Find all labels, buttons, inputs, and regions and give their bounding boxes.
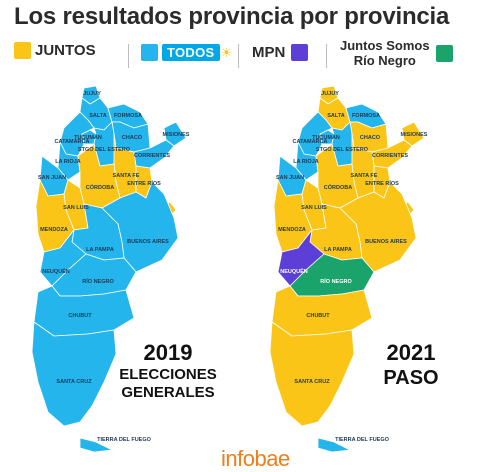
province-tierradelfuego <box>317 437 351 453</box>
map-2019-title: 2019 ELECCIONES GENERALES <box>108 340 228 402</box>
infobae-logo: infobae <box>221 446 290 471</box>
map-2019: JUJUY SALTA FORMOSA MISIONES CHACO TUCUMÁN CAT… <box>24 82 246 454</box>
province-label-formosa: FORMOSA <box>113 113 143 119</box>
legend-item-jsrn: Juntos Somos Río Negro <box>340 38 453 68</box>
province-label-chaco: CHACO <box>121 135 143 141</box>
province-label-catamarca: CATAMARCA <box>292 139 328 145</box>
legend-divider <box>238 44 239 68</box>
province-label-larioja: LA RIOJA <box>55 159 81 165</box>
province-label-sanjuan: SAN JUAN <box>37 175 67 181</box>
province-label-sanluis: SAN LUIS <box>63 205 89 211</box>
province-label-catamarca: CATAMARCA <box>54 139 90 145</box>
province-label-mendoza: MENDOZA <box>278 227 306 233</box>
map-2021: JUJUY SALTA FORMOSA MISIONES CHACO TUCUMÁN CAT… <box>262 82 484 454</box>
map-2021-subtitle: PASO <box>383 367 439 389</box>
legend-label-jsrn-line1: Juntos Somos <box>340 38 430 53</box>
province-santacruz <box>269 321 355 427</box>
province-label-stgo: STGO DEL ESTERO <box>315 147 369 153</box>
province-label-santacruz: SANTA CRUZ <box>56 379 92 385</box>
legend-label-mpn: MPN <box>252 44 286 61</box>
map-2019-subtitle-2: GENERALES <box>121 384 215 401</box>
province-label-tierradelfuego: TIERRA DEL FUEGO <box>335 437 389 443</box>
legend-item-mpn: MPN <box>252 44 309 61</box>
page-title: Los resultados provincia por provincia <box>14 3 450 30</box>
legend: JUNTOS TODOS ☀ MPN Juntos Somos Río Negr… <box>0 38 492 74</box>
province-label-corrientes: CORRIENTES <box>371 153 409 159</box>
legend-divider <box>326 44 327 68</box>
province-misiones <box>401 121 425 147</box>
province-label-lapampa: LA PAMPA <box>86 247 114 253</box>
province-label-entrerios: ENTRE RÍOS <box>127 181 161 187</box>
province-label-entrerios: ENTRE RÍOS <box>365 181 399 187</box>
province-label-santafe: SANTA FE <box>112 173 140 179</box>
province-label-corrientes: CORRIENTES <box>133 153 171 159</box>
province-label-chaco: CHACO <box>359 135 381 141</box>
legend-label-jsrn-line2: Río Negro <box>353 53 416 68</box>
province-label-neuquen: NEUQUÉN <box>280 269 308 275</box>
legend-label-juntos: JUNTOS <box>35 42 96 59</box>
legend-swatch-todos <box>141 44 158 61</box>
map-2019-year: 2019 <box>143 340 193 365</box>
province-label-misiones: MISIONES <box>400 132 428 138</box>
province-santacruz <box>31 321 117 427</box>
sun-icon: ☀ <box>220 44 233 60</box>
province-label-rionegro: RÍO NEGRO <box>82 279 114 285</box>
map-2021-year: 2021 <box>386 340 436 365</box>
province-label-sanjuan: SAN JUAN <box>275 175 305 181</box>
province-label-formosa: FORMOSA <box>351 113 381 119</box>
province-label-jujuy: JUJUY <box>321 91 339 97</box>
province-label-cordoba: CÓRDOBA <box>323 185 353 191</box>
province-label-chubut: CHUBUT <box>68 313 92 319</box>
province-label-misiones: MISIONES <box>162 132 190 138</box>
province-label-larioja: LA RIOJA <box>293 159 319 165</box>
province-label-rionegro: RÍO NEGRO <box>320 279 352 285</box>
province-label-cordoba: CÓRDOBA <box>85 185 115 191</box>
province-label-tierradelfuego: TIERRA DEL FUEGO <box>97 437 151 443</box>
province-label-chubut: CHUBUT <box>306 313 330 319</box>
legend-swatch-jsrn <box>435 44 453 62</box>
legend-divider <box>128 44 129 68</box>
map-2021-svg <box>269 85 425 453</box>
map-2019-svg <box>31 85 187 453</box>
legend-label-todos: TODOS <box>162 44 220 61</box>
province-label-tucuman: TUCUMÁN <box>312 135 340 141</box>
province-label-salta: SALTA <box>327 113 345 119</box>
map-2019-subtitle-1: ELECCIONES <box>119 366 217 383</box>
province-label-buenosaires: BUENOS AIRES <box>365 239 407 245</box>
province-label-santacruz: SANTA CRUZ <box>294 379 330 385</box>
province-label-santafe: SANTA FE <box>350 173 378 179</box>
province-label-salta: SALTA <box>89 113 107 119</box>
province-label-buenosaires: BUENOS AIRES <box>127 239 169 245</box>
province-label-jujuy: JUJUY <box>83 91 101 97</box>
province-label-mendoza: MENDOZA <box>40 227 68 233</box>
province-label-sanluis: SAN LUIS <box>301 205 327 211</box>
legend-item-juntos: JUNTOS <box>14 42 96 59</box>
province-misiones <box>163 121 187 147</box>
province-label-stgo: STGO DEL ESTERO <box>77 147 131 153</box>
legend-item-todos: TODOS ☀ <box>141 44 232 61</box>
legend-swatch-juntos <box>14 42 31 59</box>
province-tierradelfuego <box>79 437 113 453</box>
province-label-neuquen: NEUQUÉN <box>42 269 70 275</box>
legend-swatch-mpn <box>291 44 309 61</box>
province-label-lapampa: LA PAMPA <box>324 247 352 253</box>
map-2021-title: 2021 PASO <box>356 340 466 390</box>
province-label-tucuman: TUCUMÁN <box>74 135 102 141</box>
